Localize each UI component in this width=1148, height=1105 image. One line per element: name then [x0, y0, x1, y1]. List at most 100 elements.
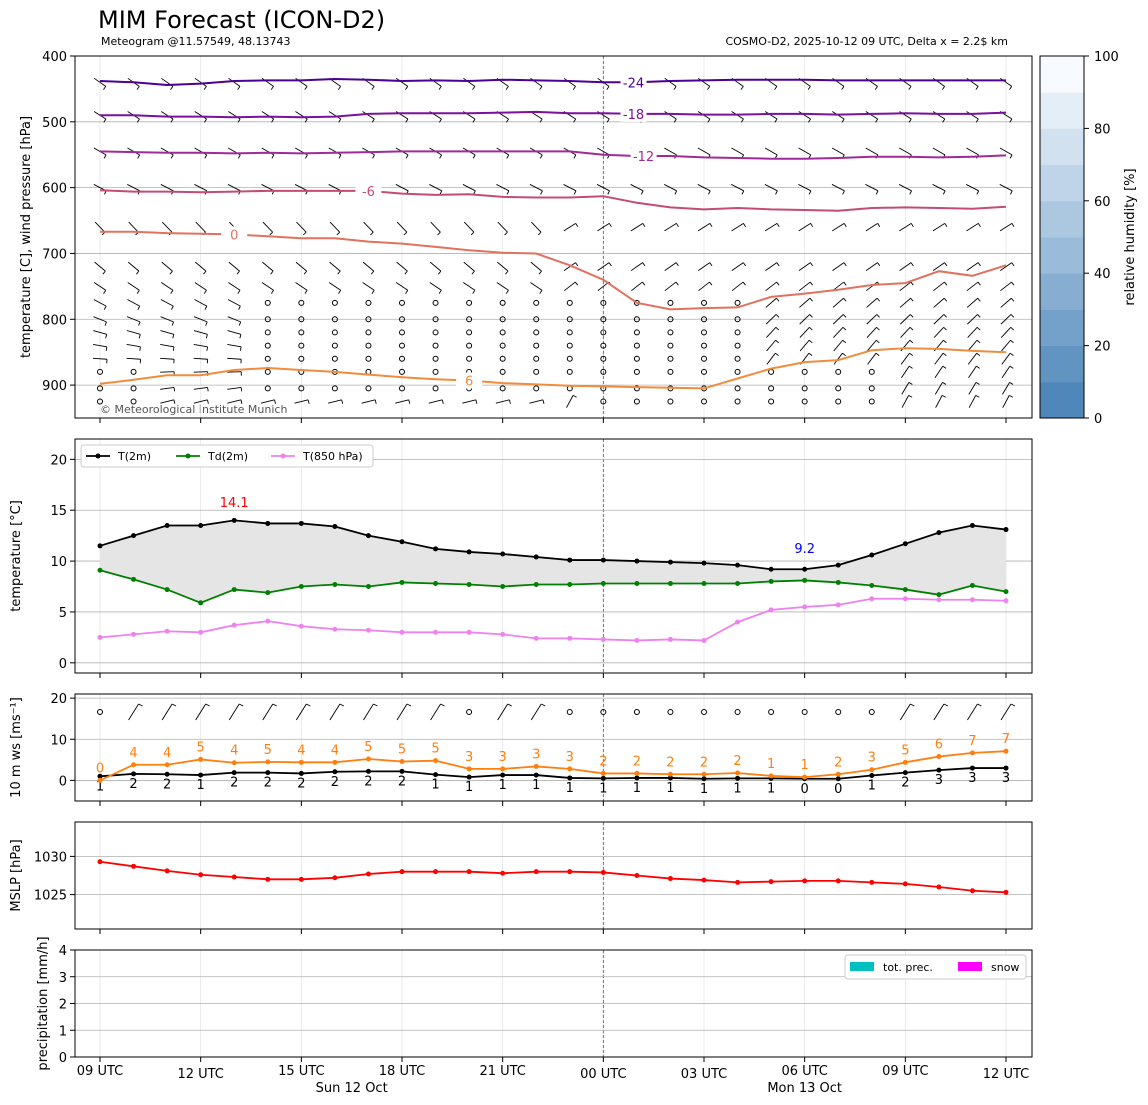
- wind-barb-flag: [775, 352, 779, 356]
- wind-barb: [194, 111, 207, 120]
- wind-barb: [866, 339, 877, 352]
- wind-barb: [798, 223, 811, 232]
- series-point: [97, 634, 103, 640]
- wind-barb-flag: [573, 190, 577, 195]
- calm-wind-circle: [768, 385, 775, 392]
- wind-barb-flag: [205, 334, 208, 339]
- wind-barb-flag: [437, 231, 441, 236]
- wind-barb: [395, 282, 409, 291]
- series-point: [902, 770, 908, 776]
- wind-barb-flag: [876, 297, 881, 302]
- series-point: [768, 773, 774, 779]
- series-point: [869, 552, 875, 558]
- wind-barb-flag: [171, 305, 174, 310]
- wind-value-label: 1: [666, 781, 674, 796]
- series-point: [433, 546, 439, 552]
- calm-wind-circle: [600, 316, 607, 323]
- series-point: [567, 766, 573, 772]
- calm-wind-circle: [667, 329, 674, 336]
- calm-wind-circle: [331, 299, 338, 306]
- model-subtitle: COSMO-D2, 2025-10-12 09 UTC, Delta x = 2…: [725, 35, 1008, 48]
- legend-marker: [95, 453, 101, 459]
- wind-barb: [798, 184, 812, 192]
- wind-barb: [899, 281, 912, 292]
- calm-wind-circle: [734, 355, 741, 362]
- wind-barb: [127, 261, 140, 272]
- wind-barb: [563, 77, 576, 87]
- wind-barb-flag: [237, 154, 241, 159]
- wind-barb-flag: [1009, 365, 1014, 369]
- wind-barb-flag: [575, 223, 579, 228]
- wind-barb: [530, 261, 542, 272]
- wind-barb: [867, 352, 877, 365]
- wind-barb-flag: [843, 262, 847, 267]
- wind-barb-flag: [173, 387, 176, 392]
- wind-barb: [227, 184, 241, 192]
- series-point: [198, 522, 204, 528]
- series-point: [500, 870, 506, 876]
- wind-barb: [900, 352, 910, 365]
- series-line: [99, 569, 1007, 604]
- series-point: [1003, 748, 1009, 754]
- wind-barb: [160, 184, 174, 192]
- panel-frame: [74, 55, 1033, 419]
- wind-barb-flag: [338, 118, 342, 123]
- series-point: [902, 596, 908, 602]
- wind-barb-flag: [506, 154, 510, 159]
- wind-barb: [92, 357, 108, 360]
- series-point: [1003, 589, 1009, 595]
- calm-wind-circle: [298, 355, 305, 362]
- series-point: [969, 522, 975, 528]
- wind-barb: [833, 339, 844, 352]
- calm-wind-circle: [533, 355, 540, 362]
- series-point: [466, 774, 472, 780]
- wind-barb: [429, 261, 442, 272]
- wind-barb-flag: [977, 281, 981, 286]
- wind-barb: [664, 184, 677, 192]
- wind-barb-flag: [370, 270, 375, 275]
- wind-barb-flag: [775, 339, 779, 344]
- calm-wind-circle: [667, 355, 674, 362]
- wind-barb: [966, 111, 979, 120]
- wind-barb-flag: [103, 86, 107, 90]
- calm-wind-circle: [499, 355, 506, 362]
- wind-barb: [899, 703, 911, 721]
- calm-wind-circle: [499, 385, 506, 392]
- wind-barb-flag: [975, 381, 980, 385]
- wind-barb-flag: [1010, 339, 1014, 344]
- wind-barb: [697, 223, 711, 232]
- wind-barb-flag: [239, 346, 242, 351]
- series-point: [164, 762, 170, 768]
- wind-barb-flag: [943, 703, 949, 707]
- wind-barb-flag: [303, 231, 307, 236]
- calm-wind-circle: [701, 398, 707, 405]
- wind-barb: [193, 330, 208, 335]
- series-point: [332, 581, 338, 587]
- wind-barb: [93, 316, 107, 323]
- wind-barb: [94, 77, 106, 87]
- isotherm-label-bg: [620, 74, 647, 91]
- wind-barb: [529, 184, 543, 192]
- calm-wind-circle: [97, 709, 103, 715]
- calm-wind-circle: [667, 342, 674, 349]
- wind-barb: [766, 352, 776, 365]
- wind-value-label: 3: [935, 773, 943, 788]
- series-point: [802, 878, 808, 884]
- y-tick-label: 500: [42, 116, 67, 131]
- wind-barb-flag: [505, 290, 509, 294]
- wind-barb-flag: [975, 394, 980, 398]
- series-point: [802, 566, 808, 572]
- series-point: [533, 635, 539, 641]
- y-axis-label: precipitation [mm/h]: [36, 936, 51, 1070]
- wind-barb: [363, 221, 374, 233]
- series-point: [97, 773, 103, 779]
- series-point: [869, 772, 875, 778]
- wind-barb: [430, 703, 441, 721]
- wind-barb: [363, 703, 374, 721]
- wind-barb-flag: [910, 703, 915, 707]
- wind-value-label: 1: [96, 779, 104, 794]
- wind-barb: [765, 297, 777, 308]
- wind-barb-flag: [876, 314, 880, 318]
- series-point: [634, 775, 640, 781]
- panel-temperature: 0 5 10 15 20 temperature [°C] 14.1 9.2 T(2m) Td(2…: [9, 438, 1033, 678]
